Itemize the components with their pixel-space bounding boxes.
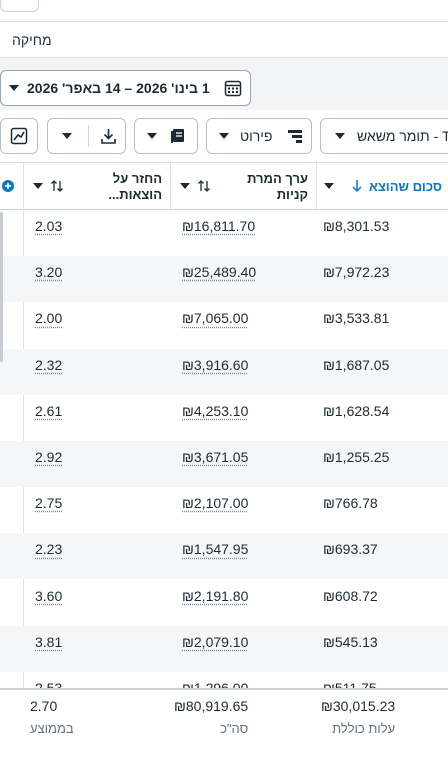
footer-avg-roas: 2.70 בממוצע: [30, 698, 74, 736]
sort-icon[interactable]: [50, 179, 64, 193]
purchase-value-cell[interactable]: ₪2,107.00: [182, 495, 249, 512]
chart-view-button[interactable]: [0, 118, 38, 154]
column-title-purchase-value: ערך המרת קניות: [247, 171, 308, 202]
purchase-value-cell[interactable]: ₪2,079.10: [182, 633, 249, 650]
download-icon: [101, 129, 116, 144]
chevron-down-icon: [335, 133, 345, 139]
amount-spent-cell: ₪8,301.53: [323, 218, 390, 234]
table-row[interactable]: 2.61 ₪4,253.10 ₪1,628.54: [0, 395, 448, 441]
add-column-cell[interactable]: [0, 163, 24, 211]
metric-selector-label: T - תומר משאש: [357, 128, 448, 144]
table-row[interactable]: 2.75 ₪2,107.00 ₪766.78: [0, 487, 448, 533]
roas-cell[interactable]: 3.81: [35, 633, 63, 650]
calendar-icon: [224, 80, 242, 97]
partial-button[interactable]: [0, 0, 39, 12]
scrollbar[interactable]: [0, 212, 3, 362]
amount-spent-cell: ₪545.13: [323, 633, 378, 650]
sort-icon[interactable]: [197, 179, 211, 193]
table-row[interactable]: 2.32 ₪3,916.60 ₪1,687.05: [0, 348, 448, 395]
sort-descending-icon[interactable]: [351, 179, 363, 193]
line-chart-icon: [10, 127, 28, 145]
clear-filters-row[interactable]: מחיקה: [0, 21, 448, 58]
footer-total-value-label: סה"כ: [220, 721, 249, 736]
report-book-icon: [171, 129, 184, 143]
amount-spent-cell: ₪1,628.54: [323, 402, 390, 419]
roas-cell[interactable]: 2.23: [35, 541, 63, 558]
column-divider: [316, 163, 317, 211]
column-header-amount-spent[interactable]: סכום שהוצא: [317, 163, 448, 211]
metric-selector-button[interactable]: T - תומר משאש: [320, 118, 448, 154]
column-header-roas[interactable]: החזר על הוצאות...: [24, 163, 170, 211]
footer-avg-roas-value: 2.70: [30, 698, 58, 714]
roas-cell[interactable]: 2.03: [35, 218, 63, 234]
reports-button[interactable]: [134, 118, 198, 154]
chevron-down-icon: [180, 183, 190, 189]
column-divider: [23, 163, 24, 211]
date-range-label: 1 בינו' 2026 – 14 באפר' 2026: [27, 80, 210, 96]
footer-total-spent: ₪30,015.23 עלות כוללת: [321, 698, 395, 736]
clear-label: מחיקה: [12, 32, 52, 48]
purchase-value-cell[interactable]: ₪1,547.95: [182, 541, 249, 558]
column-divider: [170, 163, 171, 211]
table-header: החזר על הוצאות... ערך המרת קניות סכום שה…: [0, 162, 448, 211]
footer-avg-roas-label: בממוצע: [30, 721, 74, 736]
footer-total-spent-label: עלות כוללת: [332, 721, 396, 736]
roas-cell[interactable]: 3.60: [35, 587, 63, 604]
amount-spent-cell: ₪1,255.25: [323, 449, 390, 465]
chevron-down-icon: [33, 183, 43, 189]
column-header-purchase-value[interactable]: ערך המרת קניות: [171, 163, 316, 211]
breakdown-label: פירוט: [240, 128, 273, 144]
export-button[interactable]: [47, 118, 126, 154]
footer-total-value-amount: ₪80,919.65: [174, 698, 249, 714]
button-divider: [88, 125, 89, 147]
footer-total-spent-amount: ₪30,015.23: [321, 698, 396, 714]
column-title-roas: החזר על הוצאות...: [108, 171, 162, 202]
table-row[interactable]: 3.81 ₪2,079.10 ₪545.13: [0, 625, 448, 672]
table-footer: 2.70 בממוצע ₪80,919.65 סה"כ ₪30,015.23 ע…: [0, 688, 448, 761]
amount-spent-cell: ₪3,533.81: [323, 310, 390, 327]
roas-cell[interactable]: 2.61: [35, 402, 63, 419]
table-row[interactable]: 2.00 ₪7,065.00 ₪3,533.81: [0, 302, 448, 348]
amount-spent-cell: ₪608.72: [323, 587, 378, 604]
amount-spent-cell: ₪1,687.05: [323, 356, 390, 373]
purchase-value-cell[interactable]: ₪25,489.40: [182, 264, 257, 281]
date-range-button[interactable]: 1 בינו' 2026 – 14 באפר' 2026: [0, 70, 251, 106]
table-row[interactable]: 2.03 ₪16,811.70 ₪8,301.53: [0, 210, 448, 256]
chevron-down-icon: [324, 183, 334, 189]
column-title-amount-spent: סכום שהוצא: [369, 179, 442, 194]
roas-cell[interactable]: 3.20: [35, 264, 63, 281]
purchase-value-cell[interactable]: ₪3,916.60: [182, 356, 249, 373]
chevron-down-icon: [62, 133, 72, 139]
chevron-down-icon: [147, 133, 157, 139]
table-row[interactable]: 3.60 ₪2,191.80 ₪608.72: [0, 580, 448, 626]
roas-cell[interactable]: 2.32: [35, 356, 63, 373]
plus-circle-icon[interactable]: [2, 180, 14, 192]
roas-cell[interactable]: 2.75: [35, 495, 63, 512]
chevron-down-icon: [219, 133, 229, 139]
amount-spent-cell: ₪7,972.23: [323, 264, 390, 281]
breakdown-icon: [288, 130, 302, 143]
table-row[interactable]: 3.20 ₪25,489.40 ₪7,972.23: [0, 256, 448, 303]
purchase-value-cell[interactable]: ₪3,671.05: [182, 449, 249, 465]
chevron-down-icon: [9, 85, 19, 91]
table-row[interactable]: 2.23 ₪1,547.95 ₪693.37: [0, 533, 448, 580]
amount-spent-cell: ₪766.78: [323, 495, 378, 512]
breakdown-button[interactable]: פירוט: [206, 118, 312, 154]
roas-cell[interactable]: 2.92: [35, 449, 63, 465]
purchase-value-cell[interactable]: ₪7,065.00: [182, 310, 249, 327]
roas-cell[interactable]: 2.00: [35, 310, 63, 327]
purchase-value-cell[interactable]: ₪16,811.70: [182, 218, 256, 234]
purchase-value-cell[interactable]: ₪4,253.10: [182, 402, 249, 419]
footer-total-value: ₪80,919.65 סה"כ: [174, 698, 248, 736]
purchase-value-cell[interactable]: ₪2,191.80: [182, 587, 249, 604]
amount-spent-cell: ₪693.37: [323, 541, 378, 558]
table-row[interactable]: 2.92 ₪3,671.05 ₪1,255.25: [0, 441, 448, 487]
